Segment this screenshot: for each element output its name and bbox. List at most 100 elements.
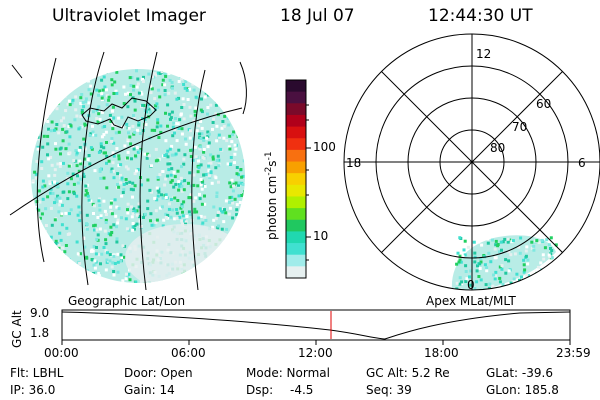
speckle (164, 212, 168, 216)
speckle (64, 258, 68, 262)
speckle (157, 136, 161, 139)
speckle (535, 239, 539, 243)
speckle (461, 254, 465, 258)
speckle (99, 145, 103, 149)
mlt-label-18: 18 (346, 156, 362, 170)
speckle (227, 88, 231, 92)
speckle (125, 156, 129, 160)
speckle (174, 152, 178, 156)
speckle (227, 212, 231, 216)
speckle (550, 249, 554, 252)
speckle (44, 245, 47, 249)
speckle (184, 142, 188, 146)
speckle (457, 244, 460, 247)
speckle (126, 211, 130, 215)
speckle (117, 157, 121, 161)
speckle (238, 125, 242, 129)
speckle (234, 147, 238, 151)
speckle (41, 179, 45, 183)
speckle (101, 88, 105, 92)
speckle (103, 229, 107, 233)
speckle (137, 205, 141, 209)
speckle (50, 86, 54, 90)
speckle (223, 208, 226, 212)
speckle (43, 184, 47, 188)
speckle (141, 103, 145, 107)
speckle (31, 179, 35, 183)
colorbar (285, 79, 311, 279)
speckle (31, 72, 35, 76)
speckle (41, 93, 45, 97)
speckle (133, 99, 137, 103)
speckle (35, 131, 39, 135)
altitude-curve (61, 311, 571, 340)
speckle (147, 107, 151, 111)
speckle (54, 142, 57, 146)
speckle (238, 213, 242, 217)
speckle (244, 203, 245, 207)
speckle (462, 248, 466, 252)
speckle (182, 157, 186, 161)
speckle (479, 260, 483, 264)
speckle (36, 135, 40, 139)
speckle (185, 215, 189, 218)
speckle (103, 125, 107, 128)
speckle (36, 147, 40, 151)
speckle (522, 258, 526, 262)
speckle (133, 209, 137, 213)
speckle (55, 253, 59, 257)
speckle (129, 84, 133, 87)
speckle (104, 268, 108, 272)
speckle (213, 72, 217, 76)
speckle (215, 191, 219, 195)
speckle (32, 86, 36, 90)
speckle (72, 159, 76, 162)
speckle (47, 239, 51, 243)
speckle (229, 185, 233, 189)
speckle (105, 186, 109, 190)
speckle (138, 215, 142, 219)
speckle (74, 149, 78, 153)
speckle (85, 222, 88, 226)
speckle (57, 258, 60, 262)
speckle (136, 128, 139, 132)
colorbar-unit-label: photon cm-2s-1 (264, 151, 279, 240)
speckle (225, 245, 228, 249)
speckle (188, 69, 192, 73)
speckle (85, 183, 89, 187)
speckle (466, 245, 470, 249)
speckle (187, 196, 191, 200)
speckle (214, 166, 218, 170)
speckle (548, 255, 552, 259)
speckle (178, 184, 182, 188)
speckle (94, 133, 98, 137)
speckle (455, 262, 459, 266)
speckle (220, 97, 224, 101)
speckle (518, 278, 521, 282)
speckle (55, 242, 59, 246)
speckle (552, 275, 556, 279)
speckle (219, 266, 223, 270)
speckle (111, 105, 115, 109)
speckle (173, 175, 177, 179)
speckle (207, 141, 211, 145)
speckle (494, 256, 498, 260)
speckle (100, 135, 104, 139)
speckle (220, 252, 224, 256)
speckle (89, 277, 93, 281)
speckle (82, 137, 86, 141)
speckle (150, 128, 154, 132)
speckle (216, 210, 220, 214)
speckle (97, 105, 101, 109)
speckle (230, 195, 234, 199)
colorbar-band (286, 91, 306, 104)
info-ip: IP: 36.0 (10, 383, 56, 397)
speckle (131, 212, 135, 216)
speckle (132, 88, 136, 92)
speckle (41, 84, 45, 88)
speckle (175, 211, 179, 215)
speckle (228, 134, 232, 138)
speckle (117, 130, 121, 134)
speckle (527, 283, 531, 287)
speckle (243, 242, 245, 246)
